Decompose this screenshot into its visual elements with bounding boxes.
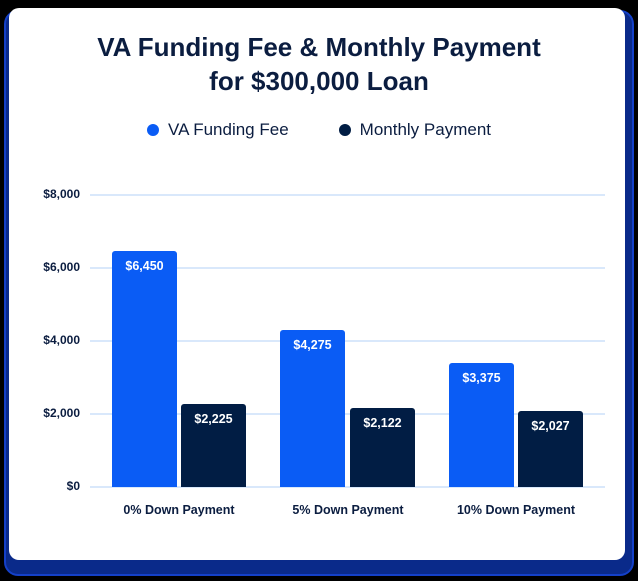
gridline bbox=[90, 267, 605, 269]
legend-item-monthly-payment: Monthly Payment bbox=[338, 120, 491, 140]
gridline bbox=[90, 194, 605, 196]
legend: VA Funding Fee Monthly Payment bbox=[0, 120, 638, 140]
y-tick-label: $6,000 bbox=[43, 260, 80, 274]
y-tick-label: $2,000 bbox=[43, 406, 80, 420]
legend-dot-icon bbox=[338, 124, 351, 136]
x-tick-label: 5% Down Payment bbox=[292, 503, 404, 517]
gridline bbox=[90, 340, 605, 342]
bar-monthly-payment-0pct: $2,225 bbox=[181, 404, 246, 487]
x-tick-label: 10% Down Payment bbox=[456, 503, 576, 517]
gridline bbox=[90, 486, 605, 488]
legend-label: VA Funding Fee bbox=[168, 120, 289, 139]
bar-monthly-payment-10pct: $2,027 bbox=[518, 411, 583, 487]
legend-dot-icon bbox=[147, 124, 159, 136]
y-tick-label: $0 bbox=[66, 479, 80, 493]
legend-label: Monthly Payment bbox=[359, 120, 491, 139]
bar-funding-fee-0pct: $6,450 bbox=[112, 251, 177, 487]
y-tick-label: $4,000 bbox=[43, 333, 80, 347]
bar-value-label: $6,450 bbox=[125, 259, 164, 273]
bar-value-label: $2,122 bbox=[363, 416, 402, 430]
gridline bbox=[90, 413, 605, 415]
title-line-1: VA Funding Fee & Monthly Payment bbox=[97, 32, 541, 62]
bar-funding-fee-5pct: $4,275 bbox=[280, 330, 345, 487]
x-tick-label: 0% Down Payment bbox=[123, 503, 235, 517]
bar-monthly-payment-5pct: $2,122 bbox=[350, 408, 415, 487]
title-line-2: for $300,000 Loan bbox=[209, 66, 429, 96]
bar-value-label: $3,375 bbox=[462, 371, 501, 385]
legend-item-funding-fee: VA Funding Fee bbox=[147, 120, 289, 140]
bar-value-label: $2,225 bbox=[194, 412, 233, 426]
y-tick-label: $8,000 bbox=[43, 187, 80, 201]
bar-value-label: $4,275 bbox=[293, 338, 332, 352]
chart-title: VA Funding Fee & Monthly Payment for $30… bbox=[0, 30, 638, 98]
bar-value-label: $2,027 bbox=[531, 419, 570, 433]
bar-funding-fee-10pct: $3,375 bbox=[449, 363, 514, 487]
